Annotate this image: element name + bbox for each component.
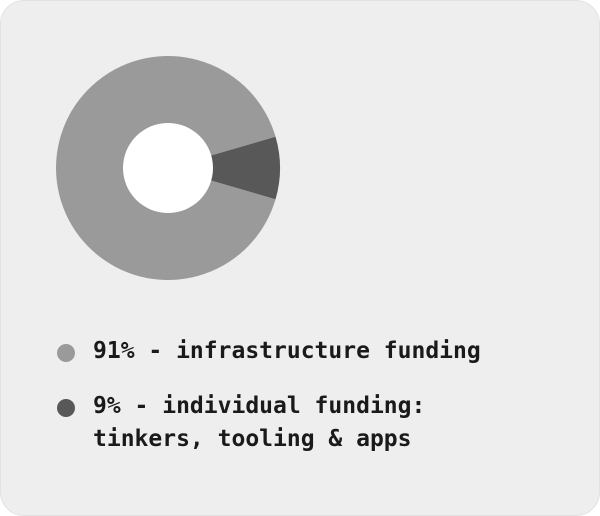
legend-item-infrastructure: 91% - infrastructure funding [57,335,577,368]
donut-slice-individual [168,136,281,200]
donut-chart [56,55,281,280]
legend-swatch-individual [57,399,75,417]
legend-label-infrastructure: 91% - infrastructure funding [93,338,481,364]
donut-hole [123,123,213,213]
legend-item-individual: 9% - individual funding: tinkers, toolin… [57,390,577,456]
legend-label-individual: 9% - individual funding: tinkers, toolin… [93,393,426,452]
chart-legend: 91% - infrastructure funding 9% - indivi… [57,335,577,478]
legend-swatch-infrastructure [57,344,75,362]
